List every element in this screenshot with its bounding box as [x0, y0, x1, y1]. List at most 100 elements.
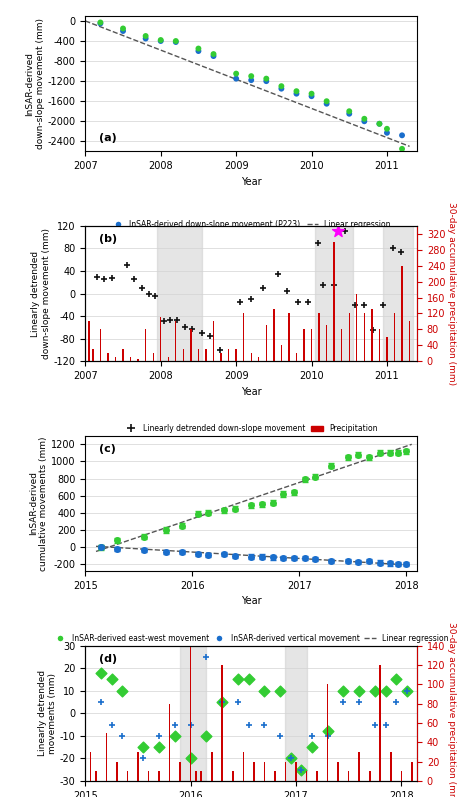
Point [314, 237, 321, 249]
Point [382, 718, 389, 731]
Point [189, 323, 196, 336]
Bar [169, 704, 170, 781]
Bar [137, 359, 139, 361]
Bar [285, 762, 286, 781]
Bar [379, 329, 380, 361]
Bar [157, 226, 202, 361]
Point [171, 718, 179, 731]
Y-axis label: 30-day accumulative precipitation (mm): 30-day accumulative precipitation (mm) [447, 622, 456, 797]
Point [138, 281, 146, 294]
Point [323, 97, 330, 110]
Point [155, 741, 163, 754]
Bar [89, 321, 90, 361]
Point [261, 685, 268, 697]
Point [142, 29, 149, 42]
X-axis label: Year: Year [241, 177, 262, 186]
Point [261, 718, 268, 731]
Bar [369, 771, 371, 781]
Point [346, 108, 353, 120]
Point [108, 272, 116, 285]
Y-axis label: Linearly detrended
down-slope movement (mm): Linearly detrended down-slope movement (… [31, 228, 51, 359]
Point [308, 90, 315, 103]
Point [210, 49, 217, 62]
Point [263, 73, 270, 85]
Point [308, 741, 316, 754]
Bar [205, 349, 207, 361]
Point [276, 729, 284, 742]
Bar [364, 313, 365, 361]
X-axis label: Year: Year [241, 596, 262, 607]
Bar [228, 349, 229, 361]
Point [155, 729, 163, 742]
Legend: InSAR-derived east-west movement, InSAR-derived vertical movement, Linear regres: InSAR-derived east-west movement, InSAR-… [51, 630, 452, 646]
Point [287, 752, 294, 765]
Point [108, 718, 116, 731]
Bar [90, 752, 91, 781]
Bar [285, 646, 307, 781]
Text: (b): (b) [99, 234, 117, 244]
Bar [394, 313, 395, 361]
Point [292, 88, 300, 100]
Point [195, 45, 202, 57]
Bar [127, 771, 128, 781]
Point [339, 685, 347, 697]
Point [330, 279, 338, 292]
Bar [288, 313, 290, 361]
Point [181, 321, 189, 334]
Point [172, 36, 180, 49]
Point [142, 32, 149, 45]
Point [219, 696, 226, 709]
Point [356, 696, 363, 709]
Bar [130, 357, 131, 361]
Bar [153, 353, 154, 361]
Point [166, 314, 173, 327]
Bar [296, 353, 297, 361]
Point [118, 685, 126, 697]
Point [93, 270, 100, 283]
Point [100, 273, 108, 286]
Point [199, 327, 206, 340]
Point [278, 80, 285, 92]
Point [118, 729, 126, 742]
Bar [315, 226, 353, 361]
Y-axis label: InSAR-derived
down-slope movement (mm): InSAR-derived down-slope movement (mm) [25, 18, 45, 149]
Point [383, 127, 391, 139]
Bar [213, 321, 214, 361]
Point [234, 673, 242, 686]
Point [375, 117, 383, 130]
Bar [390, 752, 392, 781]
Point [195, 42, 202, 55]
Bar [201, 771, 202, 781]
Point [371, 718, 379, 731]
Point [278, 82, 285, 95]
Point [219, 696, 226, 709]
Y-axis label: Linearly detrended
movements (mm): Linearly detrended movements (mm) [37, 670, 57, 756]
Bar [348, 771, 349, 781]
Bar [264, 762, 265, 781]
Bar [311, 329, 312, 361]
Point [398, 143, 406, 155]
Point [308, 729, 316, 742]
Point [334, 225, 342, 238]
Bar [303, 329, 305, 361]
Point [361, 298, 368, 311]
Point [324, 729, 331, 742]
Bar [273, 309, 274, 361]
Point [352, 298, 359, 311]
Point [304, 296, 311, 308]
Legend: InSAR-derived down-slope movement (P223), InSAR-derived down-slope movement (P22: InSAR-derived down-slope movement (P223)… [109, 217, 394, 245]
Bar [137, 752, 139, 781]
Bar [258, 357, 259, 361]
Point [245, 673, 252, 686]
Bar [306, 771, 307, 781]
Point [216, 344, 223, 356]
Bar [371, 309, 373, 361]
Point [203, 729, 210, 742]
Point [342, 225, 349, 238]
Point [392, 696, 400, 709]
Point [397, 246, 404, 259]
Point [403, 685, 410, 697]
Point [187, 718, 194, 731]
Point [403, 685, 410, 697]
Y-axis label: InSAR-derived
cumulative movements (mm): InSAR-derived cumulative movements (mm) [29, 436, 48, 571]
